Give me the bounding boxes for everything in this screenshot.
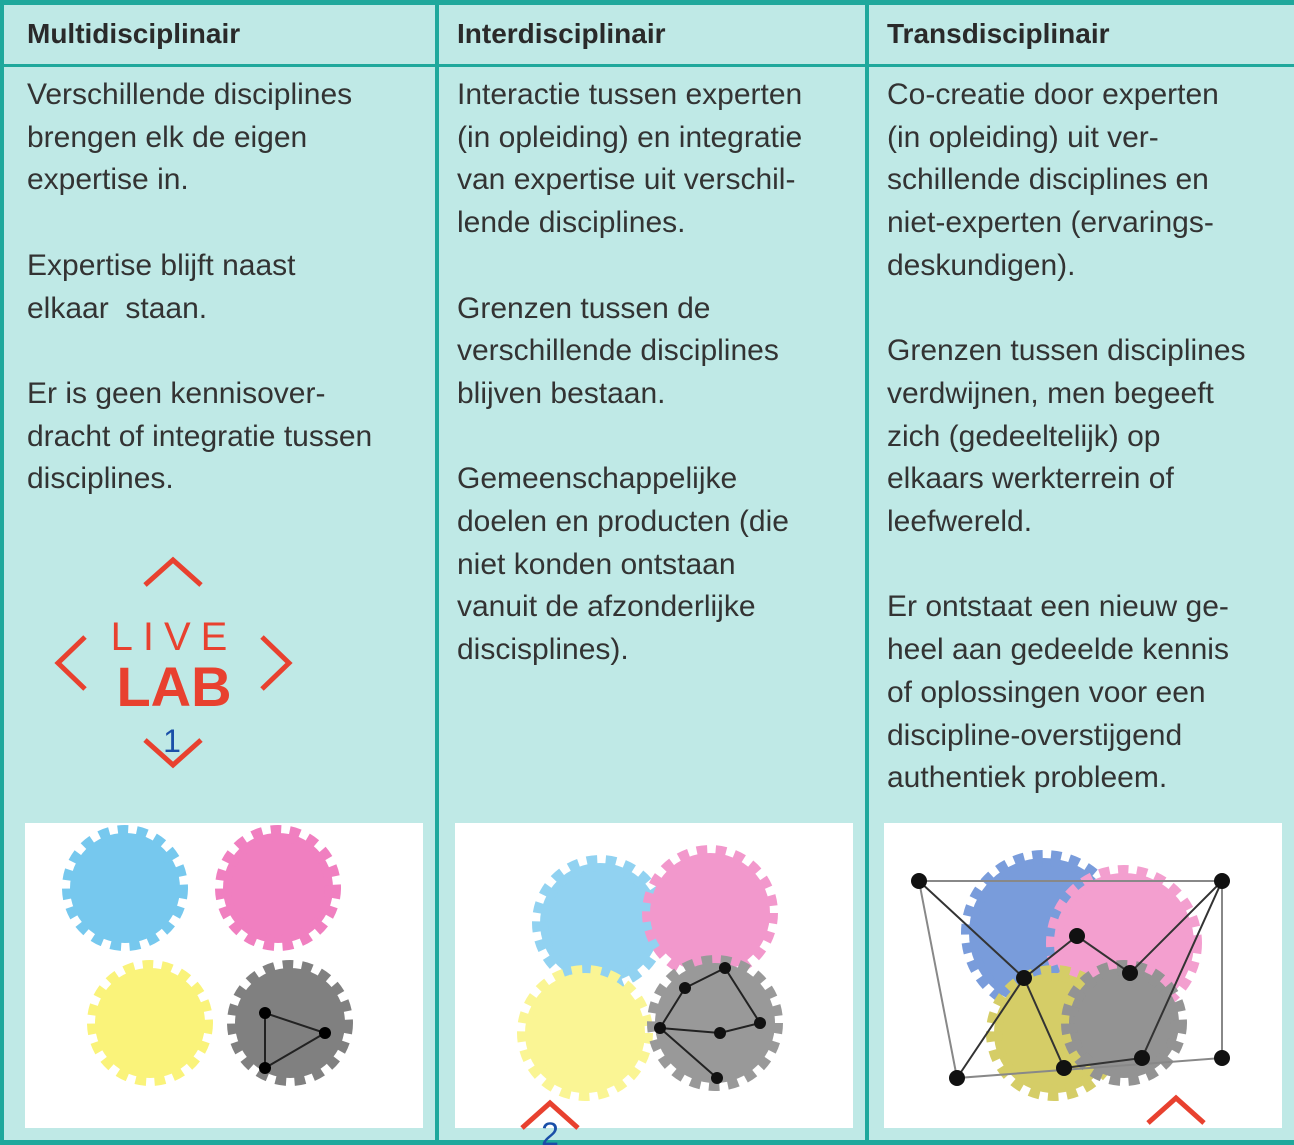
paragraph-line: schillende disciplines en xyxy=(887,163,1209,197)
paragraph-line: Grenzen tussen de xyxy=(457,291,711,325)
image xyxy=(884,823,1282,1128)
gears xyxy=(62,825,353,1086)
gears xyxy=(911,850,1230,1101)
paragraph-line: lende disciplines. xyxy=(457,206,686,240)
paragraph-line: heel aan gedeelde kennis xyxy=(887,633,1229,667)
paragraph-line: expertise in. xyxy=(27,163,189,197)
paragraph-line: disciplines. xyxy=(27,462,174,496)
border xyxy=(0,0,4,1145)
paragraph-line: elkaars werkterrein of xyxy=(887,462,1174,496)
logo-bottom: LAB xyxy=(116,655,231,718)
paragraph-line: discipline-overstijgend xyxy=(887,718,1183,752)
paragraph-line: niet konden ontstaan xyxy=(457,547,736,581)
logo-top: LIVE xyxy=(111,615,238,659)
paragraph-line: Er ontstaat een nieuw ge- xyxy=(887,590,1229,624)
paragraph-line: van expertise uit verschil- xyxy=(457,163,796,197)
paragraph-line: brengen elk de eigen xyxy=(27,120,308,154)
paragraph-line: blijven bestaan. xyxy=(457,376,666,410)
paragraph-line: dracht of integratie tussen xyxy=(27,419,373,453)
paragraph-line: Interactie tussen experten xyxy=(457,78,803,111)
paragraph-line: verschillende disciplines xyxy=(457,334,779,368)
paragraph-line: Co-creatie door experten xyxy=(887,78,1219,111)
paragraph-line: of oplossingen voor een xyxy=(887,675,1206,709)
annotation: 2 xyxy=(541,1116,559,1145)
column-header: Multidisciplinair xyxy=(27,18,241,49)
annotation: 1 xyxy=(163,723,181,759)
border xyxy=(0,64,1294,67)
column-header: Interdisciplinair xyxy=(457,18,666,49)
paragraph-line: authentiek probleem. xyxy=(887,761,1168,795)
image xyxy=(455,823,853,1128)
paragraph-line: Grenzen tussen disciplines xyxy=(887,334,1246,368)
paragraph-line: elkaar staan. xyxy=(27,291,208,325)
paragraph-line: (in opleiding) en integratie xyxy=(457,120,803,154)
column-header: Transdisciplinair xyxy=(887,18,1110,49)
paragraph-line: Expertise blijft naast xyxy=(27,248,296,282)
border xyxy=(0,1140,1294,1145)
border xyxy=(435,0,439,1145)
paragraph-line: (in opleiding) uit ver- xyxy=(887,120,1159,154)
border xyxy=(0,0,1294,5)
paragraph-line: niet-experten (ervarings- xyxy=(887,206,1214,240)
paragraph-line: zich (gedeeltelijk) op xyxy=(887,419,1161,453)
paragraph-line: Verschillende disciplines xyxy=(27,78,353,111)
paragraph-line: discisplines). xyxy=(457,633,629,667)
paragraph-line: doelen en producten (die xyxy=(457,505,789,538)
paragraph-line: verdwijnen, men begeeft xyxy=(887,376,1214,410)
paragraph-line: vanuit de afzonderlijke xyxy=(457,590,756,624)
paragraph-line: Gemeenschappelijke xyxy=(457,462,738,496)
border xyxy=(865,0,869,1145)
paragraph-line: leefwereld. xyxy=(887,505,1033,538)
paragraph-line: deskundigen). xyxy=(887,248,1076,282)
image xyxy=(25,823,423,1128)
gears xyxy=(517,845,783,1101)
paragraph-line: Er is geen kennisover- xyxy=(27,376,326,410)
